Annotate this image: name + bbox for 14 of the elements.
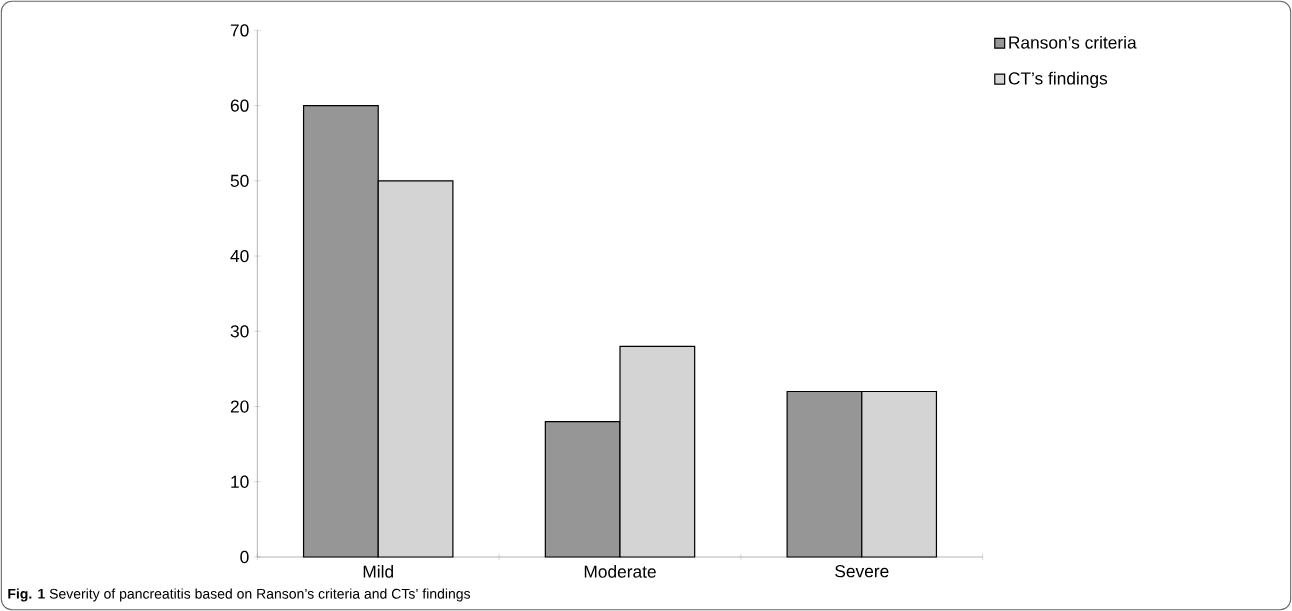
x-tick-label: Moderate: [584, 565, 656, 578]
legend-label: Ranson’s criteria: [1009, 35, 1137, 49]
y-tick-label: 60: [230, 99, 249, 112]
y-tick-label: 20: [230, 400, 249, 413]
text: Fig. 1 Severity of pancreatitis based on Ranson’s criteria and CTs’ findings: [8, 588, 471, 602]
y-tick-label: 10: [231, 475, 249, 488]
y-tick-label: 30: [230, 325, 249, 338]
legend-label: CT’s findings: [1008, 71, 1108, 88]
y-tick-label: 40: [230, 249, 249, 263]
y-tick-label: 70: [230, 24, 249, 37]
y-tick-label: 50: [230, 174, 249, 187]
y-tick-label: 0: [240, 550, 249, 564]
x-tick-label: Mild: [363, 565, 393, 578]
x-tick-label: Severe: [835, 565, 889, 578]
